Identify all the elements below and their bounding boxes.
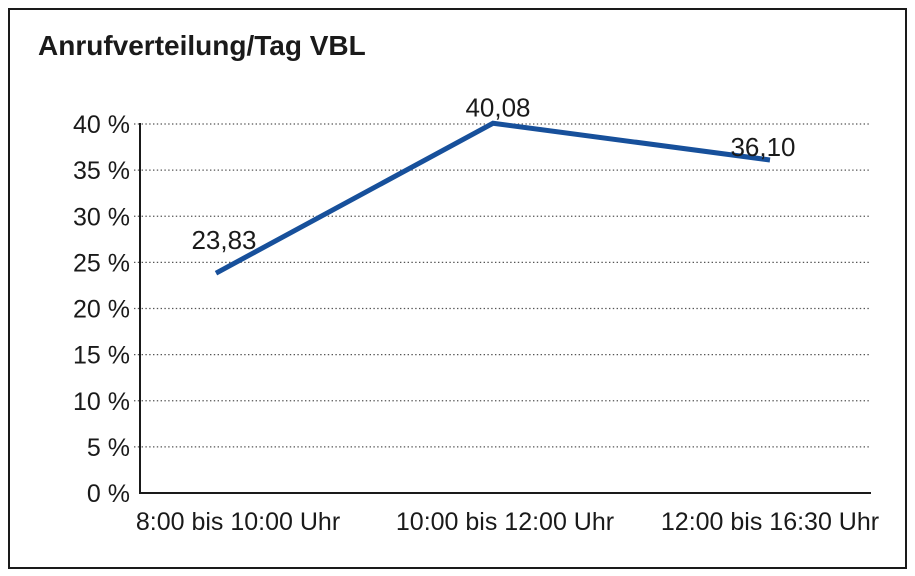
- y-axis-tick-label: 10 %: [73, 388, 130, 416]
- y-axis-tick-label: 15 %: [73, 342, 130, 370]
- y-axis-tick-label: 40 %: [73, 111, 130, 139]
- y-axis-tick-label: 0 %: [87, 480, 130, 508]
- data-line: [214, 120, 771, 276]
- x-axis-category-label: 12:00 bis 16:30 Uhr: [661, 508, 879, 536]
- y-axis-tick-label: 25 %: [73, 249, 130, 277]
- y-axis-tick-label: 5 %: [87, 434, 130, 462]
- data-point-label: 23,83: [191, 225, 256, 255]
- y-axis-tick-label: 20 %: [73, 296, 130, 324]
- y-axis-tick-label: 35 %: [73, 157, 130, 185]
- x-axis-category-label: 10:00 bis 12:00 Uhr: [396, 508, 614, 536]
- chart-title: Anrufverteilung/Tag VBL: [38, 30, 366, 61]
- chart-frame: [8, 8, 907, 569]
- x-axis-category-label: 8:00 bis 10:00 Uhr: [136, 508, 340, 536]
- y-axis-tick-label: 30 %: [73, 203, 130, 231]
- data-point-label: 40,08: [465, 92, 530, 122]
- data-point-label: 36,10: [730, 132, 795, 162]
